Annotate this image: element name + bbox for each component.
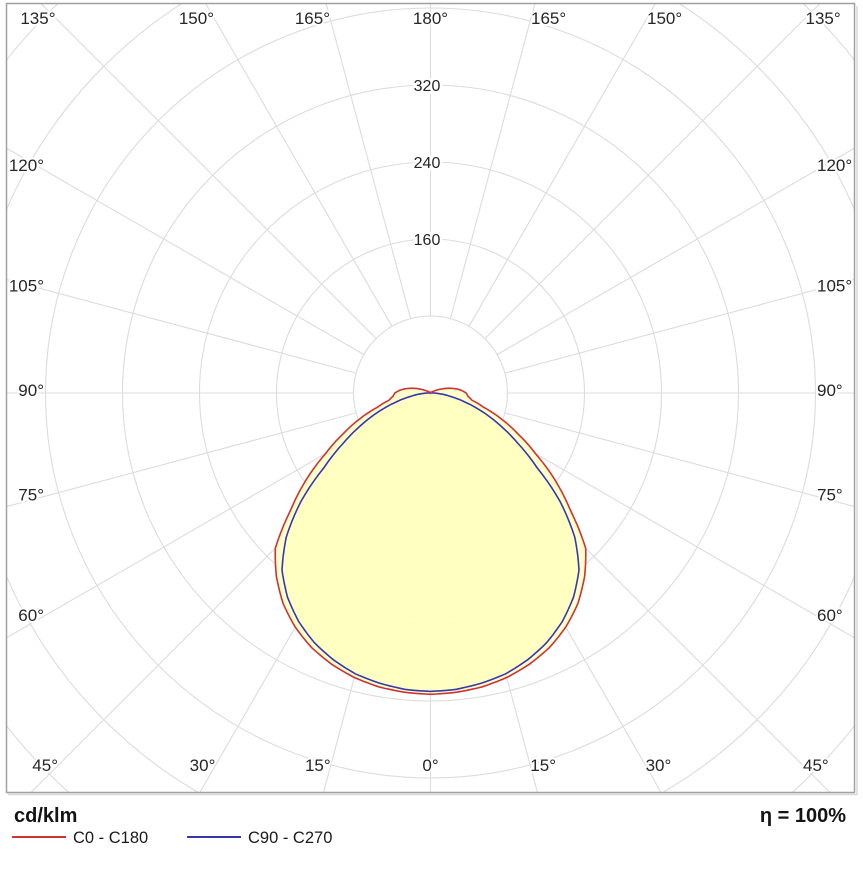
angle-label: 15° [530,756,556,775]
angle-label: 180° [413,9,448,28]
plot-border [5,2,856,794]
grid-ray [496,147,855,355]
grid-ray [6,278,357,374]
angle-label: 105° [817,277,852,296]
radial-tick-label: 160 [414,232,441,249]
angle-label: 90° [18,381,44,400]
grid-ray [504,278,855,374]
grid-ray [6,431,365,639]
angle-label: 150° [647,9,682,28]
angle-label: 45° [803,756,829,775]
grid-ray [504,412,855,508]
grid-ray [468,3,656,327]
grid-ray [6,147,365,355]
distribution-fill-c90-c270 [282,392,579,692]
angle-label: 60° [817,606,843,625]
angle-label: 30° [190,756,216,775]
angle-label: 90° [817,381,843,400]
efficiency-label: η = 100% [760,805,846,827]
units-label: cd/klm [14,805,77,827]
legend-label-c90-c270: C90 - C270 [248,829,332,847]
angle-label: 150° [179,9,214,28]
angle-label: 0° [422,756,438,775]
angle-label: 105° [9,277,44,296]
angle-label: 45° [32,756,58,775]
grid-ray [6,412,357,508]
angle-label: 60° [18,606,44,625]
angle-label: 75° [817,486,843,505]
radial-tick-label: 320 [414,78,441,95]
angle-label: 120° [817,156,852,175]
curve-c0-c180 [274,387,587,696]
curve-c90-c270 [281,392,580,693]
grid-ray [205,3,393,327]
grid-ray [484,3,821,339]
angle-label: 165° [295,9,330,28]
angle-label: 165° [531,9,566,28]
axis-labels: 0° 15° 15° 30° 30° 45° 45° 60° 60° 75° 75° 90° 90° 10… [7,7,854,777]
angle-label: 75° [18,486,44,505]
radial-tick-label: 240 [414,155,441,172]
intensity-curves [274,387,587,696]
grid-ray [40,3,377,339]
angle-label: 135° [806,9,841,28]
angle-label: 30° [646,756,672,775]
angle-label: 15° [305,756,331,775]
plot-border-shadow [8,6,858,796]
legend-label-c0-c180: C0 - C180 [73,829,148,847]
grid-ray [449,3,536,319]
grid-ray [325,3,412,319]
grid-ray [496,431,855,639]
angle-label: 120° [9,156,44,175]
angle-label: 135° [20,9,55,28]
